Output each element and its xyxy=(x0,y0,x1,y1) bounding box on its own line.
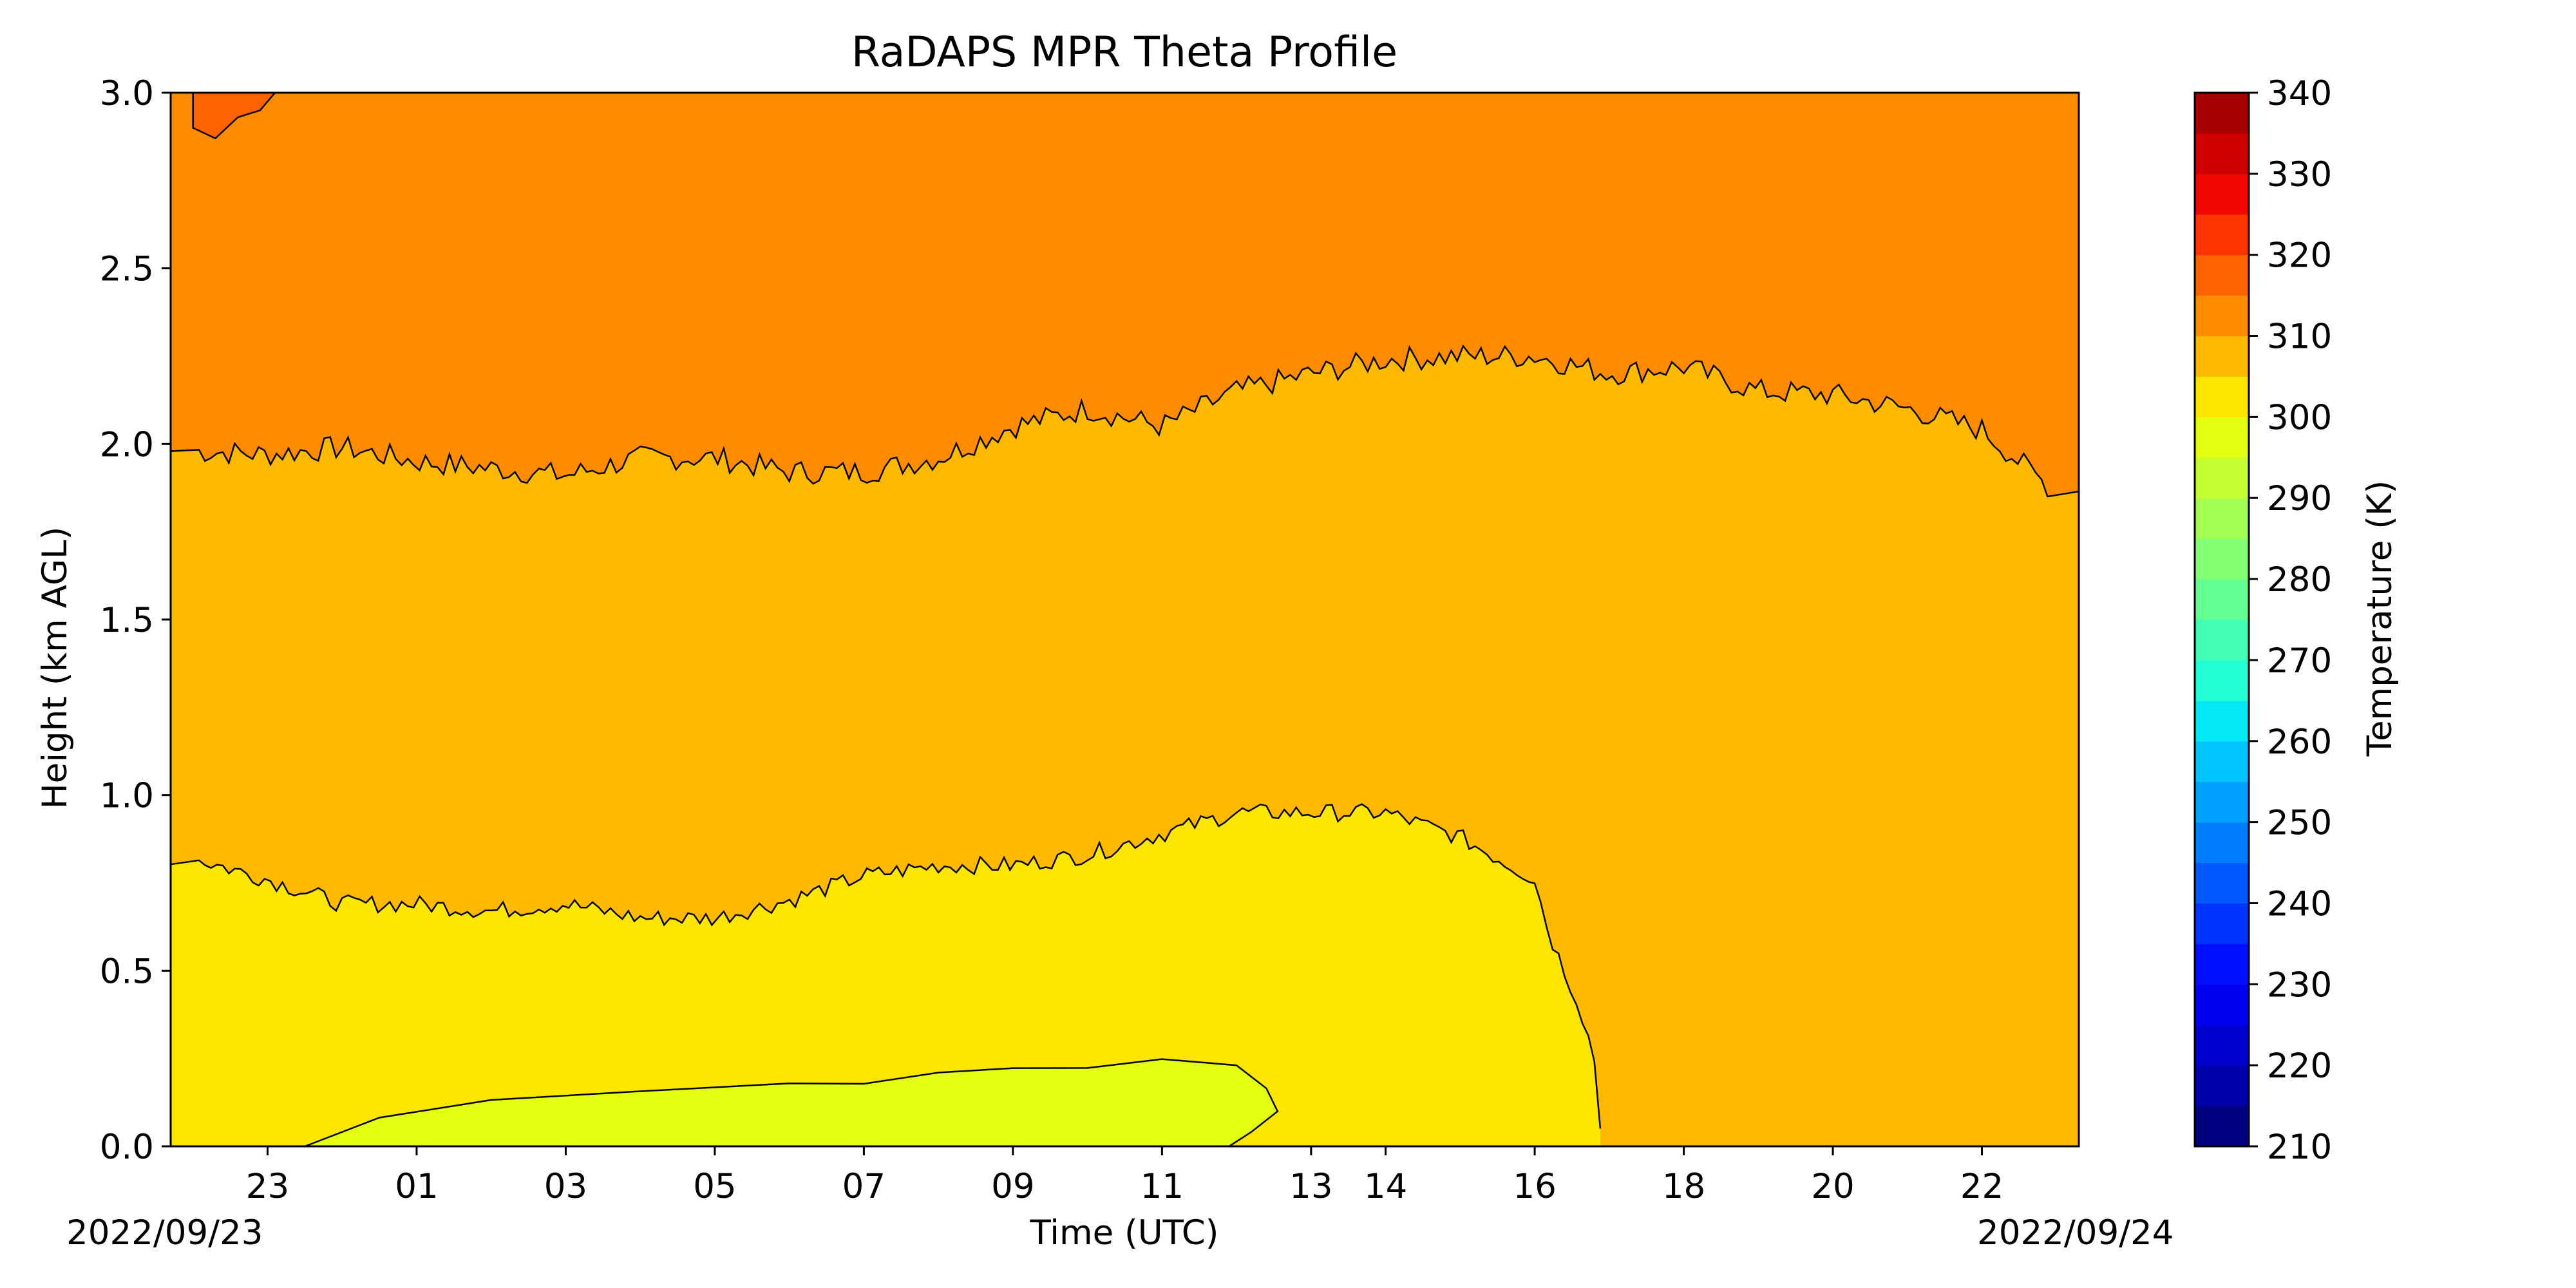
colorbar-tick-label: 290 xyxy=(2267,479,2332,518)
y-tick-label: 2.0 xyxy=(100,425,154,464)
colorbar-swatch xyxy=(2195,579,2249,620)
colorbar-swatch xyxy=(2195,700,2249,742)
colorbar-tick-label: 250 xyxy=(2267,804,2332,843)
y-tick-label: 2.5 xyxy=(100,250,154,289)
colorbar-tick-label: 300 xyxy=(2267,398,2332,437)
contour-region-315-320 xyxy=(193,93,275,138)
x-tick-label: 07 xyxy=(842,1167,886,1206)
contour-region-300-305 xyxy=(171,804,1600,1146)
x-tick-label: 16 xyxy=(1513,1167,1556,1206)
colorbar-swatch xyxy=(2195,93,2249,134)
x-end-date-label: 2022/09/24 xyxy=(1977,1213,2174,1253)
colorbar-swatch xyxy=(2195,822,2249,864)
contour-line-305 xyxy=(170,344,2079,498)
colorbar-tick-label: 340 xyxy=(2267,74,2332,113)
colorbar-swatch xyxy=(2195,295,2249,337)
colorbar-tick-label: 330 xyxy=(2267,155,2332,194)
colorbar-swatch xyxy=(2195,376,2249,417)
colorbar-swatch xyxy=(2195,498,2249,539)
contour-line-315 xyxy=(192,92,276,140)
x-axis: 23 01 03 05 07 09 11 13 14 16 18 20 22 xyxy=(246,1146,2003,1206)
colorbar-tick-label: 260 xyxy=(2267,723,2332,762)
x-tick-label: 05 xyxy=(693,1167,736,1206)
colorbar-swatch xyxy=(2195,741,2249,782)
colorbar-swatch xyxy=(2195,620,2249,661)
colorbar-tick-label: 230 xyxy=(2267,965,2332,1005)
contour-region-310-315 xyxy=(171,93,2079,497)
y-tick-label: 3.0 xyxy=(100,74,154,113)
colorbar-tick-label: 240 xyxy=(2267,884,2332,923)
x-tick-label: 03 xyxy=(544,1167,587,1206)
colorbar-swatch xyxy=(2195,984,2249,1025)
colorbar-frame xyxy=(2193,91,2250,1148)
y-tick-label: 1.5 xyxy=(100,601,154,640)
y-axis-label: Height (km AGL) xyxy=(35,527,75,810)
x-tick-label: 01 xyxy=(395,1167,438,1206)
colorbar-swatch xyxy=(2195,417,2249,458)
colorbar-tick-label: 270 xyxy=(2267,641,2332,681)
contour-line-300 xyxy=(170,803,1602,1129)
x-tick-label: 23 xyxy=(246,1167,289,1206)
y-tick-label: 0.5 xyxy=(100,952,154,991)
colorbar-tick-label: 310 xyxy=(2267,317,2332,357)
y-tick-label: 1.0 xyxy=(100,777,154,816)
x-axis-label: Time (UTC) xyxy=(1030,1213,1219,1253)
colorbar-swatch xyxy=(2195,254,2249,296)
colorbar-swatch xyxy=(2195,781,2249,823)
x-start-date-label: 2022/09/23 xyxy=(66,1213,263,1253)
colorbar-swatch xyxy=(2195,1065,2249,1106)
colorbar-label: Temperature (K) xyxy=(2360,480,2400,757)
y-tick-label: 0.0 xyxy=(100,1128,154,1167)
colorbar-swatch xyxy=(2195,457,2249,498)
contour-region-295-300 xyxy=(305,1059,1278,1146)
colorbar: 210 220 230 240 250 260 270 280 290 300 310 320 330 3… xyxy=(2193,74,2332,1167)
x-tick-label: 11 xyxy=(1141,1167,1184,1206)
colorbar-swatch xyxy=(2195,538,2249,580)
colorbar-tick-label: 320 xyxy=(2267,236,2332,276)
x-tick-label: 09 xyxy=(991,1167,1034,1206)
plot-area xyxy=(169,91,2080,1148)
colorbar-swatch xyxy=(2195,862,2249,904)
colorbar-tick-label: 210 xyxy=(2267,1128,2332,1167)
colorbar-swatch xyxy=(2195,943,2249,985)
x-tick-label: 22 xyxy=(1960,1167,2003,1206)
colorbar-swatch xyxy=(2195,1106,2249,1147)
x-tick-label: 14 xyxy=(1364,1167,1407,1206)
x-tick-label: 18 xyxy=(1662,1167,1705,1206)
contour-line-295 xyxy=(304,1058,1279,1148)
colorbar-swatch xyxy=(2195,133,2249,175)
colorbar-swatch xyxy=(2195,214,2249,256)
colorbar-tick-label: 220 xyxy=(2267,1046,2332,1086)
colorbar-swatch xyxy=(2195,903,2249,944)
y-axis: 0.0 0.5 1.0 1.5 2.0 2.5 3.0 xyxy=(100,74,171,1167)
colorbar-tick-label: 280 xyxy=(2267,560,2332,600)
colorbar-swatch xyxy=(2195,1025,2249,1066)
colorbar-swatch xyxy=(2195,659,2249,701)
colorbar-swatch xyxy=(2195,173,2249,215)
x-tick-label: 13 xyxy=(1289,1167,1332,1206)
colorbar-swatch xyxy=(2195,336,2249,377)
chart-title: RaDAPS MPR Theta Profile xyxy=(851,28,1397,77)
x-tick-label: 20 xyxy=(1811,1167,1854,1206)
